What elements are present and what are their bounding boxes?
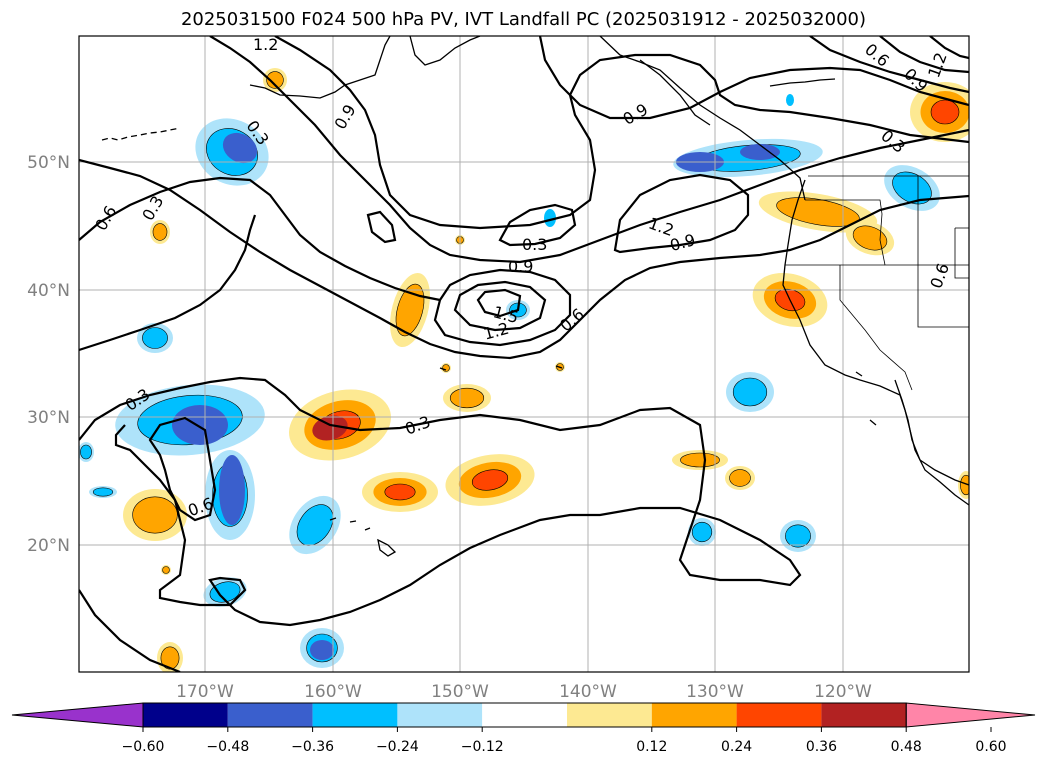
contour-label: 0.9	[330, 101, 359, 133]
anomaly-shade-red	[384, 483, 416, 501]
anomaly-shade-red	[471, 469, 509, 491]
colorbar-segment	[567, 703, 652, 727]
contour-label: 0.9	[508, 257, 533, 276]
lon-label: 160°W	[304, 682, 362, 702]
anomaly-shade-orange	[395, 283, 425, 337]
longitude-labels: 170°W 160°W 150°W 140°W 130°W 120°W	[176, 682, 872, 702]
lon-label: 170°W	[176, 682, 234, 702]
anomaly-shade-blue-dark	[740, 144, 780, 160]
colorbar-segment	[143, 703, 228, 727]
colorbar-outline	[142, 702, 907, 728]
anomaly-shade-blue	[296, 504, 334, 546]
colorbar-tick-label: 0.24	[721, 739, 752, 755]
anomaly-shade-blue-dark	[219, 455, 245, 525]
anomaly-shade-blue	[785, 524, 811, 548]
coastlines	[101, 36, 969, 557]
anomaly-shade-blue-dark	[310, 640, 334, 660]
colorbar-segment	[651, 703, 737, 727]
anomaly-shade-orange	[852, 225, 888, 251]
map-title: 2025031500 F024 500 hPa PV, IVT Landfall…	[180, 9, 867, 30]
colorbar-segment	[821, 703, 907, 727]
anomaly-shade-orange	[442, 364, 450, 372]
anomaly-shade-orange	[162, 566, 170, 574]
colorbar-tick-label: 0.48	[891, 739, 922, 755]
colorbar-tick-label: −0.12	[461, 739, 504, 755]
colorbar-segment	[312, 703, 398, 727]
anomaly-shade-orange	[729, 469, 751, 487]
lon-label: 130°W	[686, 682, 744, 702]
colorbar-extend-low	[11, 702, 144, 728]
contour-label: 1.2	[253, 35, 278, 54]
anomaly-shade-blue	[92, 487, 114, 497]
contour-label: 0.3	[402, 412, 432, 439]
anomaly-shade-blue-dark	[222, 132, 258, 164]
lat-label: 50°N	[27, 153, 70, 173]
lat-label: 20°N	[27, 536, 70, 556]
anomaly-shade-orange	[960, 474, 969, 496]
shaded-anomaly-regions	[79, 68, 969, 672]
contour-label: 0.6	[861, 40, 893, 71]
contour-label: 0.6	[91, 202, 120, 234]
colorbar-segment	[227, 703, 313, 727]
colorbar-segment	[397, 703, 483, 727]
latitude-labels: 50°N 40°N 30°N 20°N	[27, 153, 70, 556]
map-area	[79, 36, 969, 672]
contour-label: 1.2	[482, 319, 512, 344]
colorbar-extend-high	[905, 702, 1036, 728]
anomaly-shade-blue	[142, 327, 168, 349]
contour-label: 0.3	[138, 192, 167, 224]
colorbar-tick-label: −0.24	[376, 739, 419, 755]
colorbar-tick-label: −0.60	[122, 739, 165, 755]
contour-label: 0.3	[877, 126, 909, 157]
colorbar-tick-label: −0.48	[206, 739, 249, 755]
contour-label: 0.6	[556, 305, 588, 336]
anomaly-shade-orange	[132, 496, 178, 534]
contour-label: 0.9	[620, 100, 652, 129]
anomaly-shade-orange	[680, 452, 720, 468]
anomaly-shade-orange	[160, 646, 180, 670]
colorbar	[11, 702, 1036, 728]
colorbar-tick-label: 0.12	[636, 739, 667, 755]
lon-label: 140°W	[559, 682, 617, 702]
lon-label: 150°W	[431, 682, 489, 702]
anomaly-shade-blue	[786, 94, 794, 106]
colorbar-segment	[482, 703, 567, 727]
state-borders	[785, 175, 969, 391]
contour-label: 0.3	[522, 235, 547, 254]
colorbar-tick-label: 0.36	[806, 739, 837, 755]
colorbar-tick-label: 0.60	[975, 739, 1006, 755]
anomaly-shade-orange	[449, 387, 485, 409]
anomaly-shade-orange	[266, 71, 284, 89]
anomaly-shade-blue	[691, 521, 713, 543]
lat-label: 30°N	[27, 408, 70, 428]
anomaly-shade-orange	[152, 223, 168, 241]
anomaly-shade-blue	[80, 444, 92, 460]
pv-contours	[79, 36, 969, 672]
anomaly-shade-blue	[732, 377, 768, 407]
colorbar-ticks: −0.60 −0.48 −0.36 −0.24 −0.12 0.12 0.24 0.36 0.4…	[122, 727, 1007, 755]
contour-label: 0.9	[668, 230, 698, 255]
colorbar-segment	[736, 703, 822, 727]
lat-label: 40°N	[27, 281, 70, 301]
anomaly-shade-blue	[544, 209, 556, 227]
gridlines	[79, 36, 969, 672]
map-frame	[78, 35, 970, 673]
anomaly-shade-blue-dark	[172, 405, 228, 445]
contour-label: 1.2	[924, 50, 951, 80]
lon-label: 120°W	[814, 682, 872, 702]
anomaly-shade-red	[930, 99, 960, 125]
colorbar-tick-label: −0.36	[291, 739, 334, 755]
